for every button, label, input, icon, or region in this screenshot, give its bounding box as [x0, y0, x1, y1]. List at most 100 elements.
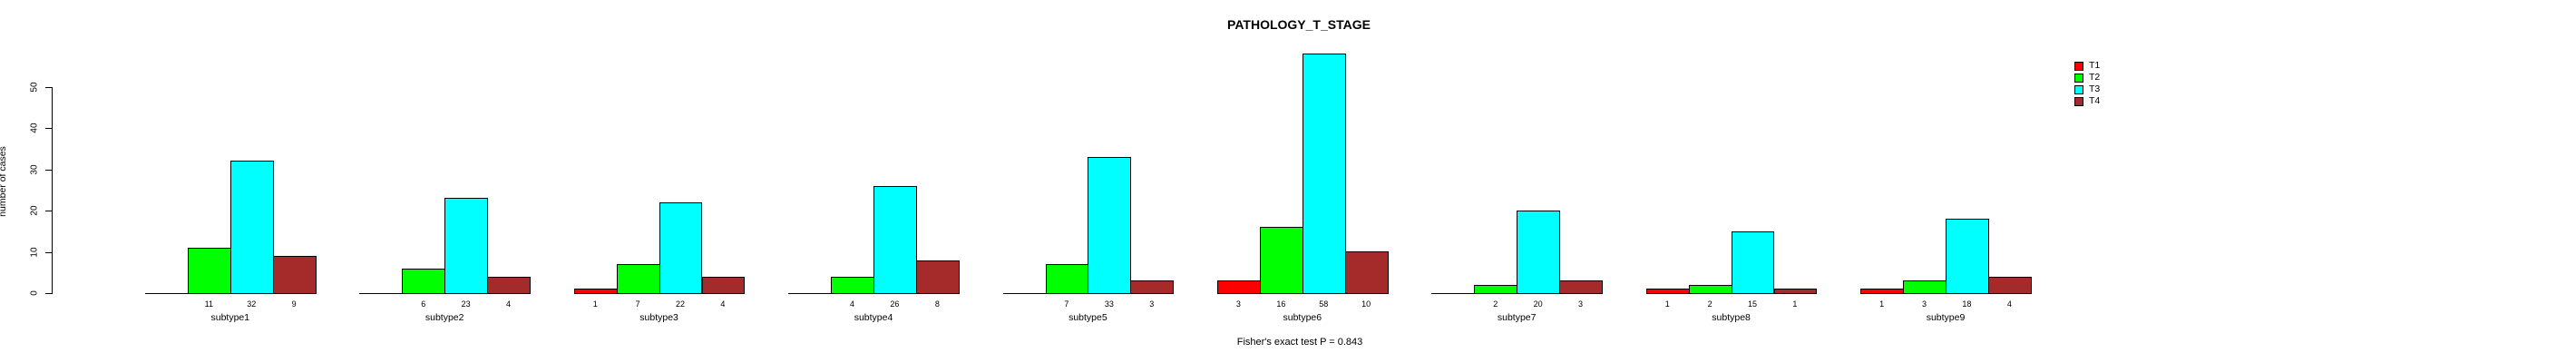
legend: T1 T2 T3 T4: [2074, 60, 2100, 107]
bar-value-label: 16: [1276, 299, 1286, 309]
bar-value-label: 3: [1149, 299, 1155, 309]
bar-value-label: 1: [1664, 299, 1670, 309]
legend-swatch-t2: [2074, 73, 2083, 83]
bar-t2-subtype6: [1259, 227, 1303, 294]
bar-value-label: 4: [2006, 299, 2012, 309]
bar-value-label: 8: [934, 299, 940, 309]
category-label: subtype5: [1068, 312, 1107, 323]
bar-value-label: 4: [506, 299, 512, 309]
bar-value-label: 2: [1707, 299, 1712, 309]
y-axis-tick: [45, 251, 52, 253]
bar-t3-subtype5: [1088, 157, 1132, 294]
bar-t2-subtype7: [1474, 285, 1518, 294]
bar-value-label: 32: [247, 299, 257, 309]
bar-t3-subtype1: [229, 161, 274, 294]
bar-t3-subtype4: [873, 186, 917, 294]
category-label: subtype4: [854, 312, 893, 323]
bar-value-label: 1: [1792, 299, 1798, 309]
bar-t4-subtype6: [1344, 251, 1389, 294]
legend-item-t1: T1: [2074, 60, 2100, 72]
legend-swatch-t4: [2074, 96, 2083, 106]
bar-t4-subtype5: [1130, 280, 1175, 294]
bar-t3-subtype3: [659, 202, 703, 294]
legend-label-t4: T4: [2089, 95, 2101, 106]
bar-value-label: 20: [1533, 299, 1543, 309]
legend-item-t3: T3: [2074, 83, 2100, 95]
bar-t3-subtype9: [1946, 219, 1989, 294]
category-label: subtype9: [1926, 312, 1966, 323]
bar-t2-subtype4: [831, 277, 874, 294]
category-label: subtype3: [639, 312, 678, 323]
bar-t3-subtype8: [1731, 231, 1775, 294]
bar-value-label: 22: [676, 299, 686, 309]
bar-value-label: 1: [592, 299, 598, 309]
bar-t4-subtype1: [272, 256, 317, 294]
y-axis-tick: [45, 293, 52, 294]
category-label: subtype8: [1712, 312, 1751, 323]
y-axis-tick: [45, 86, 52, 88]
bar-t4-subtype4: [915, 260, 960, 294]
legend-swatch-t1: [2074, 61, 2083, 71]
bar-value-label: 4: [720, 299, 726, 309]
bar-value-label: 15: [1748, 299, 1758, 309]
chart-title: PATHOLOGY_T_STAGE: [1227, 17, 1371, 32]
y-tick-label: 20: [29, 205, 40, 216]
bar-t3-subtype7: [1517, 211, 1561, 294]
y-tick-label: 40: [29, 123, 40, 133]
bar-t2-subtype5: [1045, 264, 1089, 294]
bar-t4-subtype8: [1773, 289, 1818, 294]
bar-t2-subtype2: [402, 269, 446, 294]
bar-value-label: 2: [1493, 299, 1498, 309]
bar-value-label: 18: [1962, 299, 1972, 309]
bar-t2-subtype1: [187, 248, 231, 294]
bar-value-label: 3: [1578, 299, 1584, 309]
bar-value-label: 1: [1879, 299, 1885, 309]
bar-value-label: 10: [1361, 299, 1371, 309]
bar-t3-subtype6: [1302, 54, 1346, 294]
bar-t4-subtype7: [1559, 280, 1603, 294]
fishers-test-annotation: Fisher's exact test P = 0.843: [1236, 337, 1363, 348]
bar-t4-subtype9: [1987, 277, 2032, 294]
bar-t4-subtype3: [701, 277, 746, 294]
bar-t2-subtype3: [616, 264, 660, 294]
bar-value-label: 26: [890, 299, 900, 309]
bar-t1-subtype3: [573, 289, 618, 294]
bar-t3-subtype2: [444, 198, 489, 294]
legend-label-t1: T1: [2089, 60, 2101, 71]
bar-value-label: 3: [1235, 299, 1241, 309]
legend-item-t2: T2: [2074, 72, 2100, 83]
bar-t1-subtype9: [1860, 289, 1905, 294]
bar-t2-subtype8: [1688, 285, 1732, 294]
bar-value-label: 11: [204, 299, 214, 309]
bar-t1-subtype6: [1217, 280, 1261, 294]
bar-t1-subtype8: [1645, 289, 1690, 294]
y-tick-label: 10: [29, 246, 40, 258]
bar-value-label: 4: [850, 299, 855, 309]
y-tick-label: 30: [29, 163, 40, 175]
bar-value-label: 9: [291, 299, 297, 309]
bar-value-label: 58: [1319, 299, 1329, 309]
legend-item-t4: T4: [2074, 95, 2100, 107]
bar-value-label: 3: [1922, 299, 1927, 309]
y-axis-tick: [45, 169, 52, 171]
y-tick-label: 0: [29, 290, 40, 296]
y-axis-label: number of cases: [0, 146, 8, 217]
bar-value-label: 7: [635, 299, 640, 309]
y-axis-line: [52, 87, 53, 294]
category-label: subtype7: [1497, 312, 1537, 323]
bar-t2-subtype9: [1903, 280, 1947, 294]
bar-value-label: 33: [1104, 299, 1114, 309]
bar-value-label: 6: [421, 299, 426, 309]
bar-value-label: 7: [1064, 299, 1069, 309]
bar-value-label: 23: [461, 299, 471, 309]
category-label: subtype1: [210, 312, 250, 323]
legend-label-t2: T2: [2089, 72, 2101, 83]
bar-t4-subtype2: [487, 277, 531, 294]
legend-swatch-t3: [2074, 84, 2083, 94]
category-label: subtype6: [1283, 312, 1322, 323]
y-tick-label: 50: [29, 81, 40, 93]
category-label: subtype2: [424, 312, 464, 323]
y-axis-tick: [45, 128, 52, 129]
legend-label-t3: T3: [2089, 83, 2101, 94]
